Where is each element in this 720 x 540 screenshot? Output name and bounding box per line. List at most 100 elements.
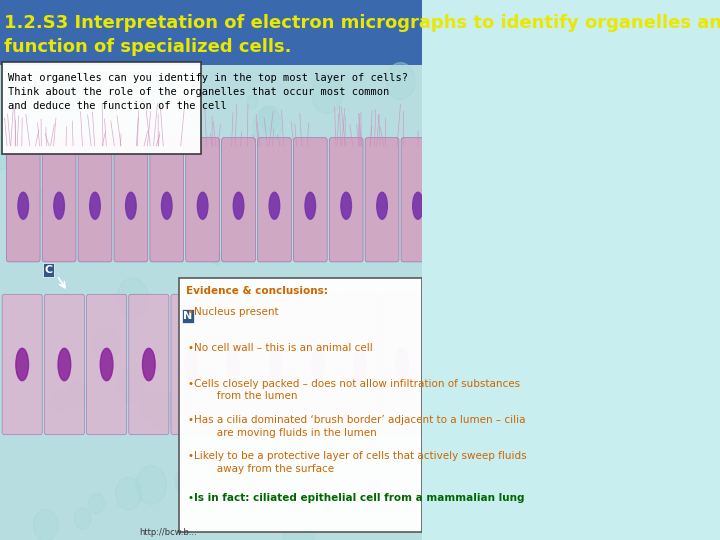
FancyBboxPatch shape bbox=[6, 138, 40, 262]
Text: Cells closely packed – does not allow infiltration of substances
       from the: Cells closely packed – does not allow in… bbox=[194, 379, 521, 401]
Circle shape bbox=[246, 458, 259, 474]
FancyBboxPatch shape bbox=[86, 294, 127, 435]
FancyBboxPatch shape bbox=[179, 278, 422, 532]
Circle shape bbox=[145, 71, 171, 105]
Circle shape bbox=[53, 80, 83, 117]
Circle shape bbox=[149, 392, 179, 430]
Circle shape bbox=[215, 431, 247, 473]
FancyBboxPatch shape bbox=[258, 138, 292, 262]
FancyBboxPatch shape bbox=[401, 138, 435, 262]
Circle shape bbox=[136, 465, 166, 504]
FancyBboxPatch shape bbox=[114, 138, 148, 262]
Circle shape bbox=[117, 278, 148, 319]
Ellipse shape bbox=[185, 348, 197, 381]
Circle shape bbox=[13, 113, 36, 144]
Circle shape bbox=[253, 107, 282, 144]
Circle shape bbox=[345, 431, 358, 448]
Ellipse shape bbox=[413, 192, 423, 219]
Text: •: • bbox=[188, 307, 194, 317]
Circle shape bbox=[312, 73, 343, 113]
FancyBboxPatch shape bbox=[0, 0, 422, 65]
Circle shape bbox=[66, 382, 89, 409]
Ellipse shape bbox=[197, 192, 208, 219]
Ellipse shape bbox=[305, 192, 315, 219]
Circle shape bbox=[118, 368, 145, 403]
Ellipse shape bbox=[58, 348, 71, 381]
Circle shape bbox=[269, 378, 290, 406]
Text: •: • bbox=[188, 379, 194, 389]
Circle shape bbox=[227, 160, 248, 187]
Circle shape bbox=[176, 469, 197, 495]
Circle shape bbox=[282, 509, 315, 540]
Text: No cell wall – this is an animal cell: No cell wall – this is an animal cell bbox=[194, 343, 373, 353]
Ellipse shape bbox=[227, 348, 240, 381]
FancyBboxPatch shape bbox=[256, 294, 295, 435]
Circle shape bbox=[50, 390, 68, 413]
Text: Has a cilia dominated ‘brush border’ adjacent to a lumen – cilia
       are movi: Has a cilia dominated ‘brush border’ adj… bbox=[194, 415, 526, 437]
Ellipse shape bbox=[341, 192, 351, 219]
Ellipse shape bbox=[125, 192, 136, 219]
Circle shape bbox=[247, 95, 258, 109]
Ellipse shape bbox=[377, 192, 387, 219]
Text: Is in fact: ciliated epithelial cell from a mammalian lung: Is in fact: ciliated epithelial cell fro… bbox=[194, 493, 525, 503]
Ellipse shape bbox=[269, 192, 279, 219]
Circle shape bbox=[259, 105, 279, 131]
Circle shape bbox=[54, 152, 65, 165]
FancyBboxPatch shape bbox=[2, 294, 42, 435]
Circle shape bbox=[89, 494, 104, 514]
FancyBboxPatch shape bbox=[129, 294, 169, 435]
Ellipse shape bbox=[143, 348, 155, 381]
FancyBboxPatch shape bbox=[340, 294, 380, 435]
FancyBboxPatch shape bbox=[42, 138, 76, 262]
Circle shape bbox=[91, 327, 119, 363]
Circle shape bbox=[0, 136, 16, 170]
Ellipse shape bbox=[269, 348, 282, 381]
Ellipse shape bbox=[233, 192, 244, 219]
Circle shape bbox=[386, 63, 415, 99]
FancyBboxPatch shape bbox=[382, 294, 422, 435]
Text: http://bcw.b...: http://bcw.b... bbox=[139, 528, 197, 537]
Circle shape bbox=[171, 386, 194, 417]
Text: •: • bbox=[188, 343, 194, 353]
Circle shape bbox=[74, 508, 91, 529]
Text: Evidence & conclusions:: Evidence & conclusions: bbox=[186, 286, 328, 296]
Circle shape bbox=[68, 102, 90, 130]
Circle shape bbox=[37, 184, 64, 219]
Circle shape bbox=[251, 453, 261, 465]
Text: •: • bbox=[188, 451, 194, 462]
FancyBboxPatch shape bbox=[222, 138, 256, 262]
Text: What organelles can you identify in the top most layer of cells?
Think about the: What organelles can you identify in the … bbox=[9, 73, 408, 111]
Text: C: C bbox=[45, 265, 53, 275]
Text: 1.2.S3 Interpretation of electron micrographs to identify organelles and deduce : 1.2.S3 Interpretation of electron microg… bbox=[4, 14, 720, 56]
Circle shape bbox=[216, 331, 225, 343]
Circle shape bbox=[140, 392, 162, 421]
Circle shape bbox=[186, 158, 199, 176]
Text: •: • bbox=[188, 415, 194, 426]
FancyBboxPatch shape bbox=[213, 294, 253, 435]
FancyBboxPatch shape bbox=[45, 294, 84, 435]
Text: •: • bbox=[188, 493, 194, 503]
Ellipse shape bbox=[311, 348, 324, 381]
Circle shape bbox=[258, 376, 268, 389]
Circle shape bbox=[212, 252, 222, 265]
Circle shape bbox=[33, 509, 58, 540]
Text: Likely to be a protective layer of cells that actively sweep fluids
       away : Likely to be a protective layer of cells… bbox=[194, 451, 527, 474]
FancyBboxPatch shape bbox=[2, 62, 201, 154]
FancyBboxPatch shape bbox=[329, 138, 363, 262]
Ellipse shape bbox=[354, 348, 366, 381]
Circle shape bbox=[7, 98, 22, 118]
FancyBboxPatch shape bbox=[365, 138, 399, 262]
Ellipse shape bbox=[396, 348, 408, 381]
FancyBboxPatch shape bbox=[186, 138, 220, 262]
Ellipse shape bbox=[100, 348, 113, 381]
Ellipse shape bbox=[54, 192, 64, 219]
Circle shape bbox=[302, 167, 313, 180]
Circle shape bbox=[410, 164, 423, 181]
Ellipse shape bbox=[16, 348, 29, 381]
Ellipse shape bbox=[90, 192, 100, 219]
FancyBboxPatch shape bbox=[0, 65, 422, 540]
FancyBboxPatch shape bbox=[78, 138, 112, 262]
FancyBboxPatch shape bbox=[171, 294, 211, 435]
Ellipse shape bbox=[161, 192, 172, 219]
FancyBboxPatch shape bbox=[150, 138, 184, 262]
